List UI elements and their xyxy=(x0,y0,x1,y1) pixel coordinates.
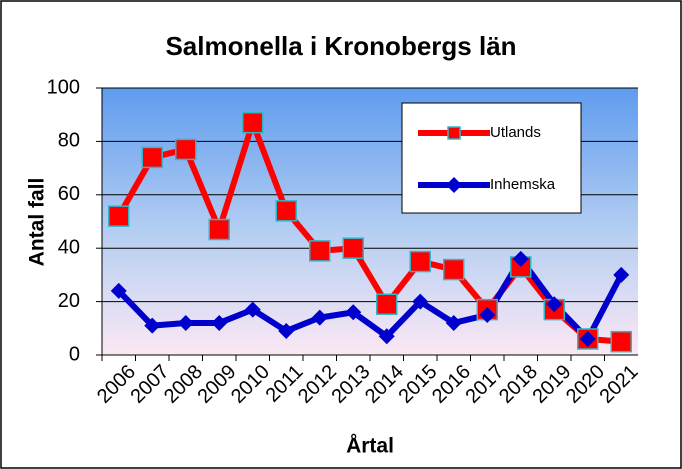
x-axis-label: Årtal xyxy=(346,434,394,458)
y-tick-label: 0 xyxy=(69,343,80,365)
data-point xyxy=(108,205,130,227)
legend-label: Inhemska xyxy=(490,176,556,193)
data-point xyxy=(613,266,630,283)
data-point xyxy=(175,138,197,161)
data-point xyxy=(546,296,563,313)
data-point xyxy=(242,111,264,134)
data-point xyxy=(443,258,465,281)
data-point xyxy=(275,200,297,222)
legend-marker xyxy=(447,126,461,140)
data-point xyxy=(610,330,632,353)
data-point xyxy=(479,306,496,323)
data-point xyxy=(345,304,362,321)
chart-title: Salmonella i Kronobergs län xyxy=(165,31,516,61)
data-point xyxy=(309,240,331,262)
y-tick-label: 80 xyxy=(58,130,80,152)
data-point xyxy=(208,218,230,241)
data-point xyxy=(278,322,295,339)
y-axis-label: Antal fall xyxy=(26,178,49,267)
legend-label: Utlands xyxy=(490,124,541,141)
data-point xyxy=(211,314,228,331)
data-point xyxy=(409,250,431,273)
data-point xyxy=(141,146,163,169)
data-point xyxy=(412,293,429,310)
data-point xyxy=(445,314,462,331)
data-point xyxy=(244,301,261,318)
data-point xyxy=(378,328,395,345)
y-tick-label: 100 xyxy=(47,76,80,98)
data-point xyxy=(311,309,328,326)
series-line xyxy=(116,255,624,342)
data-point xyxy=(579,330,596,347)
y-tick-label: 60 xyxy=(58,183,80,205)
data-point xyxy=(376,293,398,316)
legend-marker xyxy=(446,177,462,193)
data-point xyxy=(342,237,364,259)
y-tick-label: 40 xyxy=(58,236,80,258)
legend-box xyxy=(401,102,582,214)
data-point xyxy=(177,314,194,331)
data-point xyxy=(512,250,529,267)
y-tick-label: 20 xyxy=(58,290,80,312)
data-point xyxy=(110,282,127,299)
data-point xyxy=(144,317,161,334)
series-line xyxy=(116,119,622,345)
